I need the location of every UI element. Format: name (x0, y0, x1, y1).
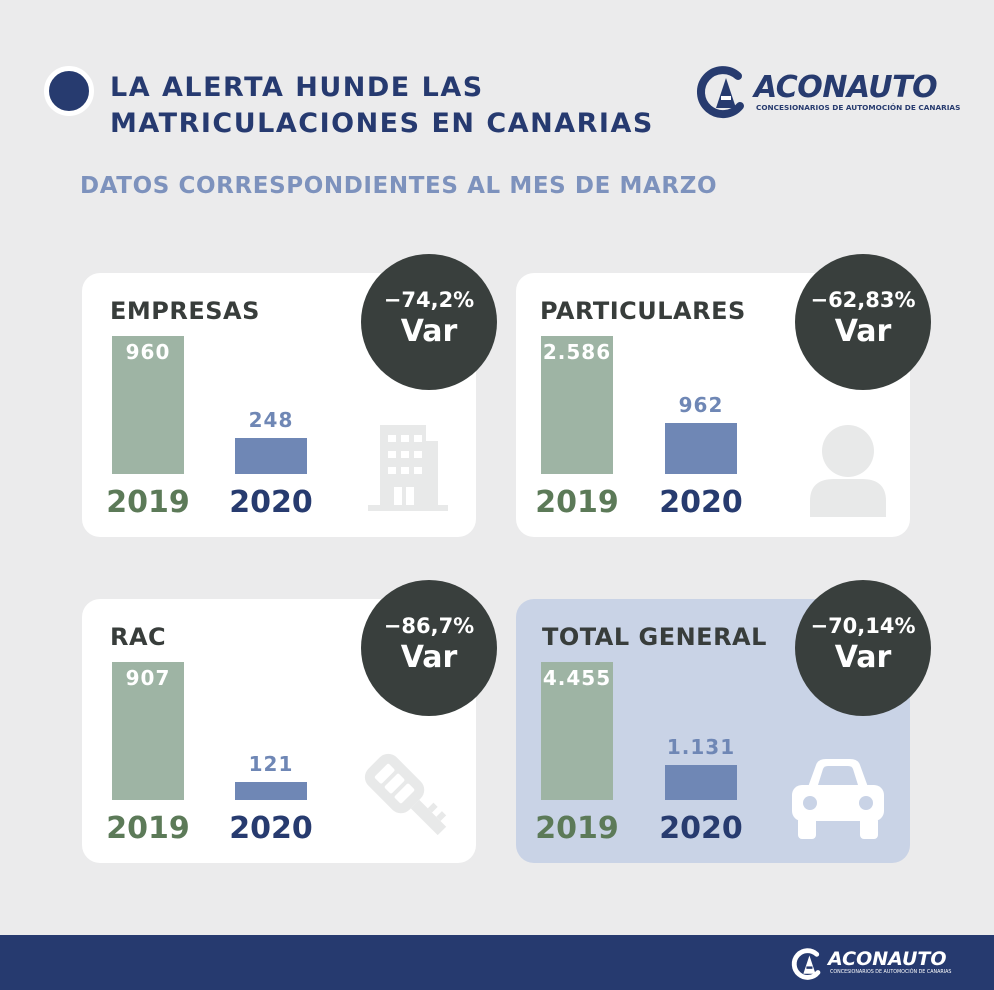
title-line-1: LA ALERTA HUNDE LAS (110, 72, 484, 103)
card-rac: RAC 907 121 2019 2020 (82, 599, 476, 863)
variation-badge-total-general: −70,14% Var (795, 580, 931, 716)
variation-badge-rac: −86,7% Var (361, 580, 497, 716)
title-dot (44, 66, 94, 116)
aconauto-logo-mark-icon (696, 66, 744, 119)
year-label-2020: 2020 (229, 811, 313, 846)
year-label-2019: 2019 (106, 811, 190, 846)
aconauto-logo-mark-icon (791, 948, 821, 980)
variation-percent: −62,83% (810, 288, 916, 312)
value-label-2019: 4.455 (542, 666, 612, 690)
logo-tagline: CONCESIONARIOS DE AUTOMOCIÓN DE CANARIAS (756, 103, 961, 112)
car-key-icon (364, 753, 447, 836)
year-label-2020: 2020 (659, 811, 743, 846)
card-title: EMPRESAS (110, 297, 260, 325)
value-label-2020: 1.131 (666, 735, 736, 759)
bar-2019 (112, 336, 184, 474)
logo-name: ACONAUTO (754, 70, 938, 105)
variation-badge-empresas: −74,2% Var (361, 254, 497, 390)
building-icon (368, 425, 448, 511)
page-subtitle: DATOS CORRESPONDIENTES AL MES DE MARZO (80, 173, 718, 199)
car-icon (792, 759, 884, 839)
card-particulares: PARTICULARES 2.586 962 2019 2020 (516, 273, 910, 537)
person-icon (810, 425, 886, 517)
bar-2020 (235, 782, 307, 800)
variation-label: Var (400, 640, 458, 675)
card-title: PARTICULARES (540, 297, 746, 325)
bar-2019 (541, 336, 613, 474)
value-label-2019: 2.586 (542, 340, 612, 364)
year-label-2019: 2019 (106, 485, 190, 520)
title-line-2: MATRICULACIONES EN CANARIAS (110, 108, 654, 139)
variation-percent: −86,7% (383, 614, 475, 638)
card-title: TOTAL GENERAL (542, 623, 767, 651)
page-title: LA ALERTA HUNDE LAS MATRICULACIONES EN C… (110, 70, 654, 142)
value-label-2019: 960 (125, 340, 171, 364)
card-title: RAC (110, 623, 167, 651)
bar-2020 (665, 765, 737, 800)
year-label-2019: 2019 (535, 811, 619, 846)
variation-badge-particulares: −62,83% Var (795, 254, 931, 390)
variation-percent: −74,2% (383, 288, 475, 312)
year-label-2020: 2020 (659, 485, 743, 520)
bar-2020 (235, 438, 307, 474)
bar-2019 (541, 662, 613, 800)
year-label-2020: 2020 (229, 485, 313, 520)
variation-percent: −70,14% (810, 614, 916, 638)
value-label-2019: 907 (125, 666, 171, 690)
aconauto-logo: ACONAUTO CONCESIONARIOS DE AUTOMOCIÓN DE… (694, 64, 960, 120)
variation-label: Var (834, 314, 892, 349)
footer-logo-tagline: CONCESIONARIOS DE AUTOMOCIÓN DE CANARIAS (830, 970, 952, 975)
value-label-2020: 248 (248, 408, 294, 432)
year-label-2019: 2019 (535, 485, 619, 520)
bar-2019 (112, 662, 184, 800)
footer-logo-name: ACONAUTO (828, 948, 947, 970)
bar-2020 (665, 423, 737, 474)
variation-label: Var (834, 640, 892, 675)
variation-label: Var (400, 314, 458, 349)
value-label-2020: 962 (678, 393, 724, 417)
footer-bar: ACONAUTO CONCESIONARIOS DE AUTOMOCIÓN DE… (0, 935, 994, 990)
value-label-2020: 121 (248, 752, 294, 776)
